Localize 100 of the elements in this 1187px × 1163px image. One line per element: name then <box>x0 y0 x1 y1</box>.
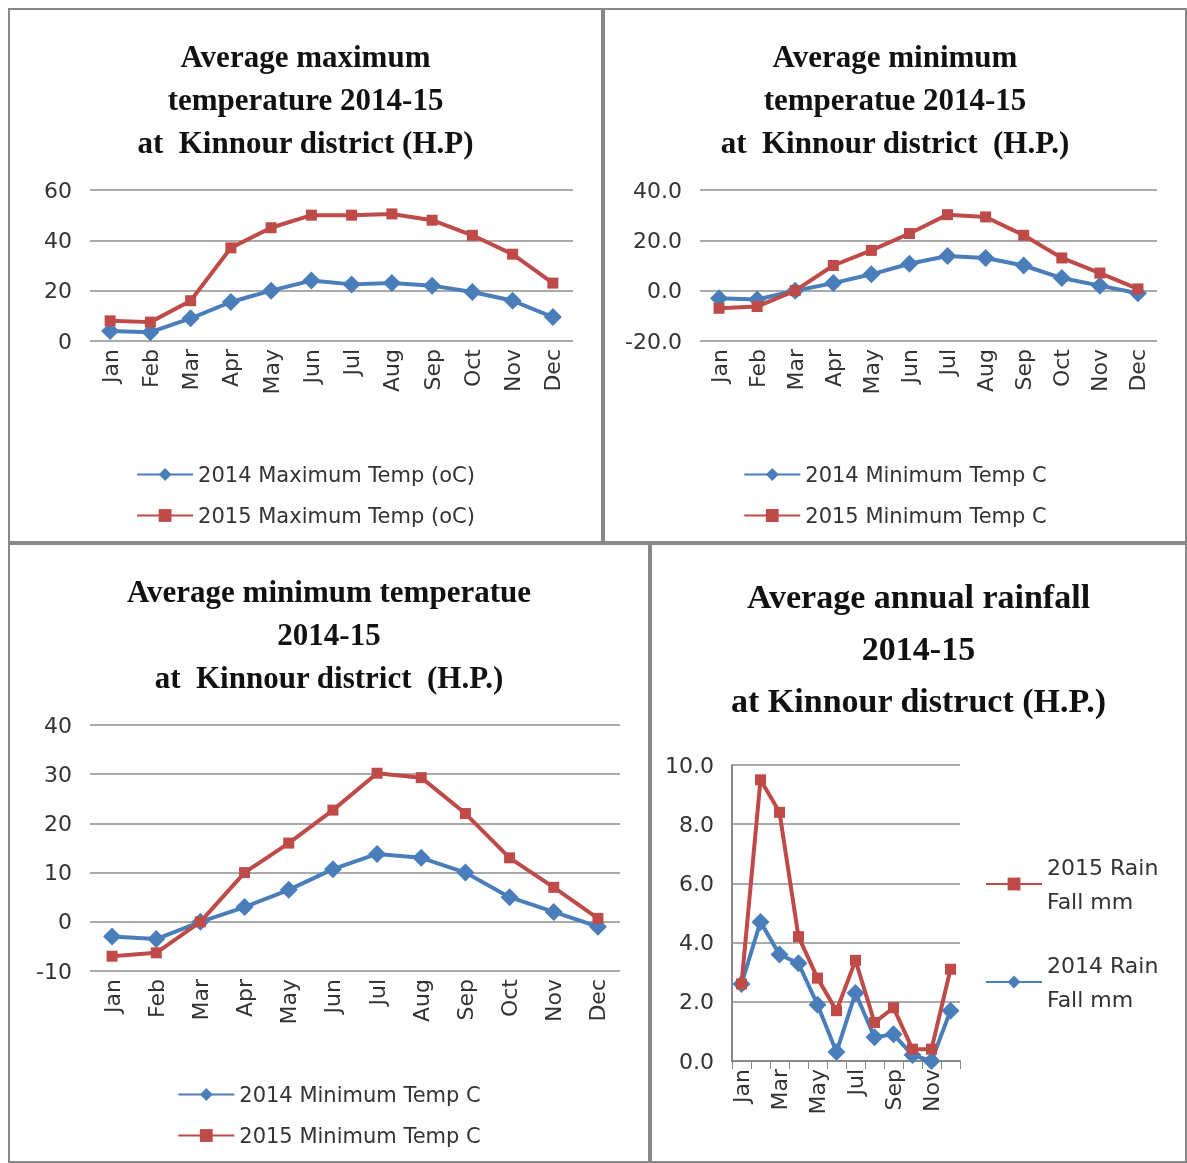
x-tick-label: Jul <box>339 349 365 378</box>
y-tick-label: 0 <box>58 909 72 935</box>
x-tick-label: Nov <box>919 1069 944 1112</box>
legend-label: 2014 Minimum Temp C <box>805 462 1047 487</box>
point <box>774 806 785 818</box>
y-tick-label: 40 <box>44 712 72 738</box>
x-tick-label: Jun <box>896 349 922 386</box>
point <box>150 947 162 959</box>
x-tick-label: Apr <box>820 348 846 388</box>
x-tick-label: Dec <box>540 349 566 392</box>
x-tick-label: Jun <box>298 349 324 386</box>
y-tick-label: 10.0 <box>665 752 714 778</box>
x-tick-label: Sep <box>1011 349 1037 391</box>
x-tick-label: Jan <box>97 349 123 385</box>
x-tick-label: May <box>805 1069 830 1115</box>
point <box>770 945 789 964</box>
point <box>466 229 478 241</box>
point <box>283 837 295 849</box>
point <box>884 1025 903 1044</box>
y-tick-label: 4.0 <box>679 930 714 956</box>
point <box>463 282 482 301</box>
point <box>1056 252 1068 264</box>
point <box>827 260 839 271</box>
y-tick-label: -20.0 <box>625 328 682 354</box>
y-tick-label: -10 <box>36 958 72 984</box>
x-tick-label: Sep <box>452 979 478 1021</box>
point <box>869 1017 880 1029</box>
x-tick-label: Dec <box>585 979 611 1022</box>
x-tick-label: Feb <box>137 349 163 388</box>
point <box>865 1028 884 1047</box>
point <box>751 912 770 931</box>
x-tick-label: Oct <box>459 348 485 388</box>
point <box>824 274 843 293</box>
point <box>976 248 995 267</box>
point <box>907 1043 918 1055</box>
legend-label: 2015 Rain Fall mm <box>1047 854 1166 914</box>
point <box>106 950 118 962</box>
x-tick-label: Oct <box>1049 348 1075 388</box>
point <box>942 209 954 221</box>
x-tick-label: Nov <box>500 349 526 392</box>
point <box>225 242 237 254</box>
point <box>793 931 804 943</box>
y-tick-label: 30 <box>44 761 72 787</box>
point <box>504 852 516 864</box>
point <box>922 1052 941 1070</box>
x-tick-label: Oct <box>497 978 523 1018</box>
point <box>500 888 519 907</box>
point <box>938 246 957 265</box>
point <box>507 248 519 260</box>
point <box>755 774 766 786</box>
x-tick-label: Aug <box>973 349 999 392</box>
point <box>808 995 827 1014</box>
point <box>713 302 725 314</box>
point <box>850 954 861 966</box>
point <box>862 265 881 284</box>
x-tick-label: Aug <box>408 979 434 1022</box>
point <box>1014 256 1033 275</box>
point <box>503 291 522 310</box>
point <box>181 309 200 328</box>
y-tick-label: 8.0 <box>679 811 714 837</box>
point <box>1018 229 1030 241</box>
x-tick-label: Jul <box>935 349 961 378</box>
chart-title: Average minimum temperatue 2014-15 at Kinnour district (H.P.) <box>720 39 1070 160</box>
x-tick-label: Dec <box>1125 349 1151 392</box>
legend-label: 2014 Minimum Temp C <box>239 1082 481 1107</box>
legend-label: 2015 Minimum Temp C <box>239 1123 481 1148</box>
point <box>239 867 251 879</box>
x-tick-label: Mar <box>782 348 808 391</box>
point <box>751 301 763 313</box>
point <box>426 214 438 226</box>
point <box>812 972 823 984</box>
y-tick-label: 40.0 <box>633 177 682 203</box>
point <box>104 315 116 327</box>
x-tick-label: Nov <box>541 979 567 1022</box>
x-tick-label: Aug <box>379 349 405 392</box>
x-tick-label: Jan <box>99 979 125 1015</box>
x-tick-label: Mar <box>187 978 213 1021</box>
point <box>371 767 383 779</box>
x-tick-label: Jul <box>364 979 390 1008</box>
chart-title: Average annual rainfall 2014-15 at Kinnour distruct (H.P.) <box>731 577 1106 720</box>
point <box>543 308 562 327</box>
point <box>262 281 281 300</box>
point <box>279 880 298 899</box>
point <box>185 295 197 307</box>
y-tick-label: 20 <box>44 278 72 304</box>
y-tick-label: 40 <box>44 227 72 253</box>
y-tick-label: 0.0 <box>679 1048 714 1074</box>
point <box>831 1005 842 1017</box>
x-tick-label: May <box>276 979 302 1025</box>
point <box>423 276 442 295</box>
y-tick-label: 2.0 <box>679 989 714 1015</box>
x-tick-label: May <box>258 349 284 395</box>
point <box>544 902 563 921</box>
point <box>1132 283 1144 295</box>
legend-label: 2015 Minimum Temp C <box>805 503 1047 528</box>
point <box>144 316 156 328</box>
point <box>302 271 321 290</box>
point <box>1052 269 1071 288</box>
y-tick-label: 60 <box>44 177 72 203</box>
point <box>592 912 604 924</box>
